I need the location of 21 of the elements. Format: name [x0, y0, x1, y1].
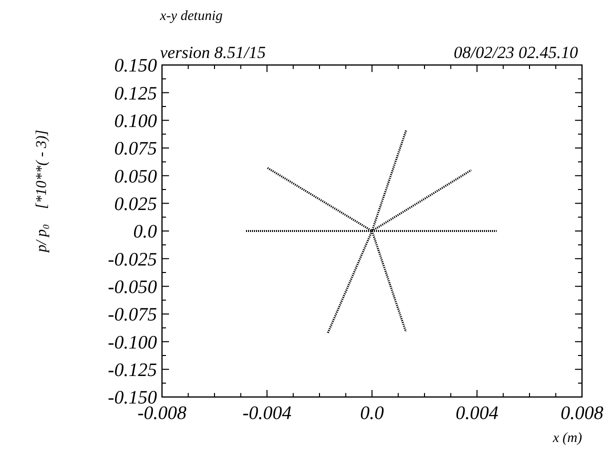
- y-tick-label: 0.025: [114, 194, 157, 215]
- y-tick-label: -0.050: [108, 276, 158, 298]
- x-tick-label: 0.004: [456, 403, 499, 424]
- y-axis-title: p/ p₀ [*10**( - 3)]: [34, 130, 50, 254]
- y-tick-label: -0.025: [108, 249, 157, 270]
- y-tick-label: 0.125: [114, 83, 157, 104]
- y-tick-label: -0.125: [108, 360, 157, 381]
- y-tick-label: 0.100: [114, 110, 158, 132]
- y-tick-label: 0.050: [114, 166, 158, 188]
- y-tick-label: -0.075: [108, 304, 157, 326]
- text: 08/02/23 02.45.10: [454, 43, 578, 62]
- text: version 8.51/15: [160, 43, 266, 62]
- y-tick-label: 0.075: [114, 138, 157, 160]
- chart-title: x-y detunig: [159, 9, 223, 24]
- x-tick-label: 0.008: [560, 403, 604, 424]
- y-tick-label: 0.150: [114, 56, 158, 77]
- y-tick-label: 0.0: [133, 222, 158, 243]
- x-axis-title: x (m): [552, 431, 582, 446]
- x-tick-label: -0.004: [242, 403, 292, 424]
- x-tick-label: 0.0: [360, 403, 384, 424]
- y-tick-label: -0.100: [108, 332, 158, 354]
